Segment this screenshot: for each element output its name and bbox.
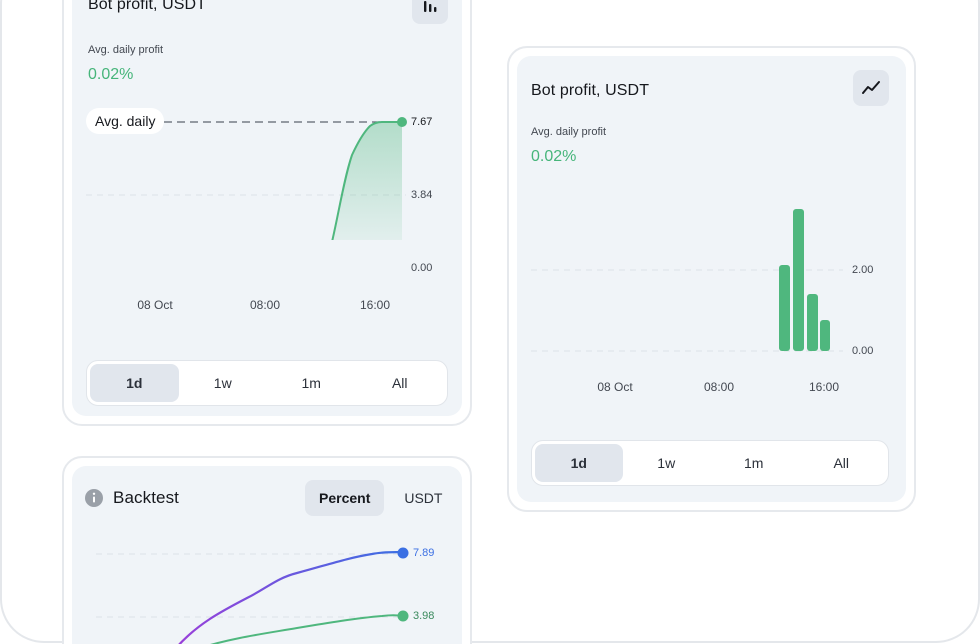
bar-chart-toggle-button[interactable] bbox=[412, 0, 448, 24]
card-inner: Bot profit, USDT Avg. daily profit 0.02% bbox=[72, 0, 462, 416]
backtest-title: Backtest bbox=[113, 488, 179, 507]
period-all-button[interactable]: All bbox=[833, 455, 850, 471]
usdt-end-point bbox=[397, 610, 409, 622]
card-title: Bot profit, USDT bbox=[88, 0, 207, 13]
avg-daily-pill: Avg. daily bbox=[86, 108, 165, 134]
card-inner: Bot profit, USDT Avg. daily profit 0.02%… bbox=[517, 56, 906, 502]
info-icon[interactable] bbox=[84, 488, 104, 508]
period-all-button[interactable]: All bbox=[391, 375, 408, 391]
usdt-line bbox=[210, 614, 404, 644]
bot-profit-card-bar: Bot profit, USDT Avg. daily profit 0.02%… bbox=[507, 46, 916, 512]
period-1d-button[interactable]: 1d bbox=[90, 364, 179, 402]
stat-label: Avg. daily profit bbox=[531, 126, 607, 138]
stat-label: Avg. daily profit bbox=[88, 44, 164, 56]
period-1m-button[interactable]: 1m bbox=[744, 455, 764, 471]
x-tick: 16:00 bbox=[808, 380, 840, 394]
period-1w-button[interactable]: 1w bbox=[657, 455, 676, 471]
bot-profit-card-line: Bot profit, USDT Avg. daily profit 0.02% bbox=[62, 0, 472, 426]
period-1m-button[interactable]: 1m bbox=[301, 375, 321, 391]
y-tick: 7.67 bbox=[411, 116, 433, 128]
backtest-chart bbox=[96, 547, 409, 644]
stat-value: 0.02% bbox=[531, 148, 577, 165]
usdt-toggle-button[interactable]: USDT bbox=[404, 490, 443, 506]
bar bbox=[807, 294, 818, 351]
percent-line bbox=[178, 550, 403, 644]
bar bbox=[793, 209, 804, 351]
x-tick: 08 Oct bbox=[597, 380, 633, 394]
x-tick: 08 Oct bbox=[137, 298, 173, 312]
bar bbox=[779, 265, 790, 351]
profit-line bbox=[331, 121, 402, 240]
x-tick: 08:00 bbox=[249, 298, 281, 312]
end-label-percent: 7.89 bbox=[413, 547, 435, 559]
profit-line-chart bbox=[86, 117, 407, 240]
y-tick: 2.00 bbox=[852, 264, 874, 276]
backtest-card: Backtest Percent USDT 7.89 3.98 bbox=[62, 456, 472, 644]
y-tick: 0.00 bbox=[411, 262, 433, 274]
line-chart-icon bbox=[862, 81, 880, 94]
percent-toggle-button[interactable]: Percent bbox=[305, 480, 385, 516]
card-inner: Backtest Percent USDT 7.89 3.98 bbox=[72, 466, 462, 644]
period-1w-button[interactable]: 1w bbox=[213, 375, 232, 391]
stat-value: 0.02% bbox=[88, 66, 134, 83]
unit-toggle: Percent USDT bbox=[305, 480, 456, 516]
profit-bar-chart bbox=[531, 209, 843, 352]
bar-chart-icon bbox=[424, 1, 437, 12]
line-chart-toggle-button[interactable] bbox=[853, 70, 889, 106]
card-title: Bot profit, USDT bbox=[531, 82, 650, 99]
percent-end-point bbox=[397, 547, 409, 559]
end-label-usdt: 3.98 bbox=[413, 610, 435, 622]
y-tick: 3.84 bbox=[411, 189, 433, 201]
period-1d-button[interactable]: 1d bbox=[535, 444, 623, 482]
end-point bbox=[397, 117, 407, 127]
x-tick: 08:00 bbox=[703, 380, 735, 394]
bar bbox=[820, 320, 830, 351]
y-tick: 0.00 bbox=[852, 345, 874, 357]
x-tick: 16:00 bbox=[359, 298, 391, 312]
period-selector: 1d 1w 1m All bbox=[531, 440, 889, 486]
period-selector: 1d 1w 1m All bbox=[86, 360, 448, 406]
area-fill bbox=[332, 122, 402, 240]
